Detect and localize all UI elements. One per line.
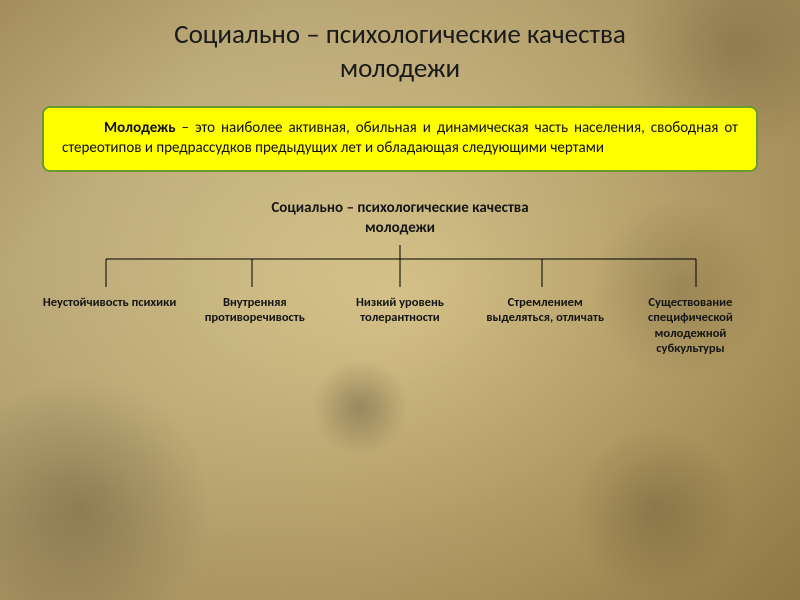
definition-box: Молодежь – это наиболее активная, обильн…	[42, 106, 758, 173]
tree-leaf-4: Стремлением выделяться, отличать	[476, 295, 615, 358]
tree-leaf-1: Неустойчивость психики	[40, 295, 179, 358]
tree-leaves-row: Неустойчивость психикиВнутренняя противо…	[40, 295, 760, 358]
title-line-2: молодежи	[340, 52, 460, 85]
hierarchy-tree: Неустойчивость психикиВнутренняя противо…	[40, 245, 760, 358]
title-line-1: Социально – психологические качества	[174, 18, 626, 51]
definition-term: Молодежь	[104, 119, 176, 137]
tree-root-label: Социально – психологические качества мол…	[210, 198, 590, 239]
tree-leaf-2: Внутренняя противоречивость	[185, 295, 324, 358]
subtitle-line-1: Социально – психологические качества	[271, 199, 528, 217]
slide-content: Социально – психологические качества мол…	[0, 0, 800, 600]
tree-leaf-5: Существование специфической молодежной с…	[621, 295, 760, 358]
slide-title: Социально – психологические качества мол…	[40, 18, 760, 86]
subtitle-line-2: молодежи	[365, 219, 435, 237]
tree-connector-lines	[40, 245, 760, 291]
tree-leaf-3: Низкий уровень толерантности	[330, 295, 469, 358]
